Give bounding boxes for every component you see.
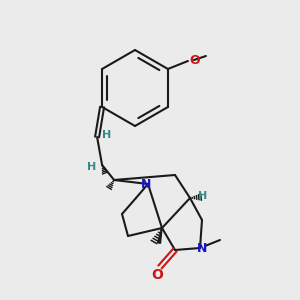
Text: N: N (197, 242, 207, 254)
Polygon shape (158, 228, 162, 243)
Text: O: O (189, 55, 200, 68)
Text: H: H (88, 162, 97, 172)
Text: H: H (198, 191, 208, 201)
Text: N: N (141, 178, 151, 190)
Text: H: H (103, 130, 112, 140)
Text: O: O (151, 268, 163, 282)
